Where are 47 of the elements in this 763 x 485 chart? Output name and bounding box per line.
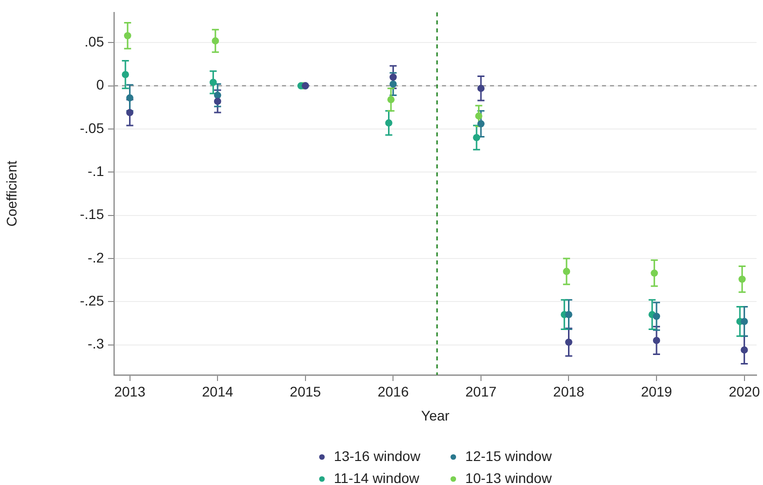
y-tick-label: -.1 — [88, 162, 104, 179]
point — [210, 78, 217, 86]
point — [565, 310, 572, 318]
x-tick-label: 2018 — [553, 383, 585, 400]
x-tick-label: 2013 — [114, 383, 146, 400]
y-tick-label: -.2 — [88, 249, 104, 266]
point — [126, 94, 134, 102]
point — [387, 96, 395, 104]
point — [740, 346, 748, 354]
point — [390, 74, 397, 81]
point — [475, 112, 482, 120]
y-tick-label: .05 — [84, 33, 104, 50]
point — [562, 268, 570, 275]
y-tick-label: -.15 — [80, 206, 104, 222]
x-tick-label: 2014 — [202, 383, 234, 400]
point — [477, 84, 485, 92]
legend-label: 10-13 window — [465, 470, 553, 485]
legend-label: 13-16 window — [334, 448, 422, 464]
point — [385, 119, 392, 127]
point — [212, 37, 219, 44]
x-tick-label: 2017 — [465, 383, 497, 400]
point — [565, 338, 572, 346]
point — [740, 318, 748, 326]
y-tick-label: 0 — [96, 76, 104, 93]
legend-label: 12-15 window — [465, 448, 553, 464]
x-tick-label: 2015 — [290, 383, 322, 400]
y-axis-title: Coefficient — [3, 160, 20, 227]
point — [477, 120, 485, 128]
point — [472, 134, 480, 142]
point — [652, 336, 660, 344]
point — [390, 80, 397, 88]
x-axis-title: Year — [421, 407, 450, 424]
y-tick-label: -.25 — [80, 292, 104, 308]
point — [214, 92, 222, 99]
y-tick-label: -.05 — [80, 120, 104, 136]
y-tick-label: -.3 — [88, 336, 104, 352]
x-tick-label: 2020 — [728, 383, 760, 400]
point — [126, 108, 134, 116]
point — [738, 276, 746, 283]
point — [214, 98, 222, 105]
point — [122, 70, 130, 78]
x-tick-label: 2019 — [640, 383, 672, 400]
point — [650, 270, 658, 277]
x-tick-label: 2016 — [378, 383, 409, 400]
point — [652, 312, 660, 320]
point — [124, 32, 132, 40]
legend-label: 11-14 window — [334, 470, 420, 485]
